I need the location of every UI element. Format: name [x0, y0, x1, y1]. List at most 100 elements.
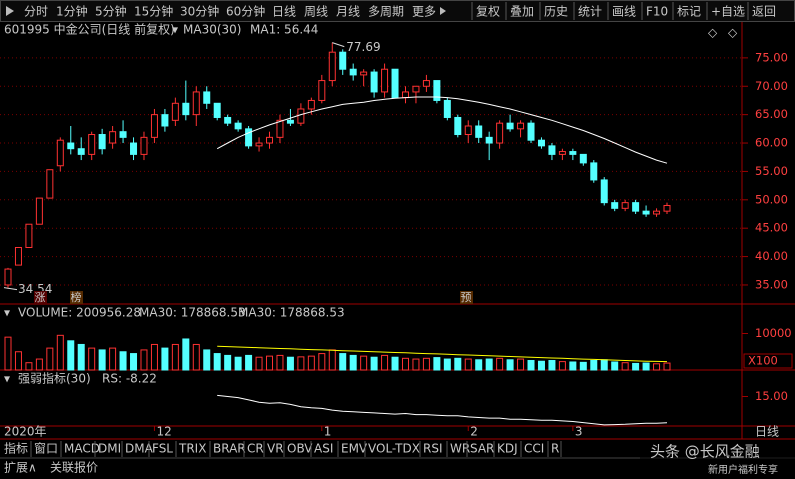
- volume-bar: [496, 357, 504, 371]
- low-pointer: [3, 287, 18, 291]
- indicator-tab[interactable]: FSL: [152, 442, 173, 456]
- volume-bar: [161, 347, 169, 371]
- toggle-icon[interactable]: ▾: [4, 306, 10, 320]
- y-tick-label: 55.00: [755, 164, 788, 178]
- indicator-tab[interactable]: 指标: [4, 441, 28, 456]
- volume-bar: [286, 356, 294, 371]
- toolbar-button[interactable]: 分时: [24, 5, 48, 19]
- window-icon[interactable]: ◇: [728, 26, 738, 40]
- indicator-tab[interactable]: EMV: [341, 442, 368, 456]
- indicator-tab[interactable]: OBV: [287, 442, 313, 456]
- toolbar-button[interactable]: 日线: [272, 5, 296, 19]
- candle-body: [213, 102, 221, 118]
- toolbar-button[interactable]: 月线: [336, 5, 360, 19]
- toolbar-button[interactable]: 历史: [544, 5, 568, 19]
- event-marker[interactable]: 涨: [35, 291, 46, 304]
- volume-bar: [67, 340, 75, 371]
- volume-bar: [558, 361, 566, 371]
- watermark: 头条 @长风金融: [650, 443, 760, 461]
- toolbar-button[interactable]: 叠加: [510, 5, 534, 19]
- toggle-icon[interactable]: ▾: [4, 372, 10, 386]
- indicator-tab[interactable]: VR: [267, 442, 284, 456]
- candle-body: [485, 136, 493, 144]
- indicator-tab[interactable]: SAR: [470, 442, 494, 456]
- candle-body: [140, 136, 148, 155]
- volume-bar: [56, 334, 64, 371]
- candle-body: [286, 119, 294, 124]
- volume-bar: [339, 353, 347, 371]
- candle-body: [245, 128, 253, 147]
- menu-icon[interactable]: [6, 6, 14, 16]
- volume-bar: [234, 356, 242, 371]
- candle-body: [130, 142, 138, 155]
- bottom-tab[interactable]: 扩展∧: [4, 461, 37, 475]
- volume-bar: [360, 355, 368, 371]
- indicator-tab[interactable]: DMA: [125, 442, 154, 456]
- toolbar-button[interactable]: 标记: [677, 5, 701, 19]
- candle-body: [517, 122, 525, 130]
- indicator-tab[interactable]: KDJ: [497, 442, 518, 456]
- indicator-tab[interactable]: TRIX: [178, 442, 206, 456]
- y-tick-label: 15.00: [755, 389, 788, 403]
- candle-body: [600, 179, 608, 204]
- bottom-tab[interactable]: 关联报价: [50, 460, 98, 475]
- indicator-tab[interactable]: R: [551, 442, 559, 456]
- volume-bar: [569, 361, 577, 371]
- y-tick-label: 45.00: [755, 221, 788, 235]
- event-marker[interactable]: 预: [461, 291, 472, 304]
- high-pointer: [332, 42, 345, 48]
- indicator-tab[interactable]: CR: [247, 442, 264, 456]
- candle-body: [370, 71, 378, 93]
- toolbar-button[interactable]: 返回: [752, 5, 776, 19]
- chart-title: 强弱指标(30): [18, 371, 91, 386]
- indicator-tab[interactable]: ASI: [314, 442, 333, 456]
- volume-bar: [25, 362, 33, 371]
- axis-unit: X100: [748, 354, 778, 368]
- candle-body: [46, 169, 54, 199]
- chart-title: 601995 中金公司(日线 前复权): [4, 22, 175, 37]
- volume-bar: [4, 336, 12, 371]
- candle-body: [642, 210, 650, 215]
- indicator-label: MA30(30): [183, 23, 241, 37]
- toolbar-button[interactable]: 1分钟: [56, 4, 88, 19]
- indicator-tab[interactable]: RSI: [423, 442, 443, 456]
- toolbar-button[interactable]: F10: [646, 5, 668, 19]
- volume-bar: [537, 360, 545, 371]
- toolbar-button[interactable]: 15分钟: [134, 4, 173, 19]
- volume-bar: [611, 361, 619, 371]
- toolbar-button[interactable]: 统计: [578, 5, 602, 19]
- y-tick-label: 40.00: [755, 249, 788, 263]
- indicator-tab[interactable]: VOL-TDX: [368, 442, 420, 456]
- candle-body: [496, 122, 504, 144]
- toolbar-button[interactable]: 60分钟: [226, 4, 265, 19]
- volume-bar: [632, 362, 640, 371]
- volume-bar: [213, 353, 221, 371]
- candle-body: [328, 51, 336, 82]
- toolbar-button[interactable]: 多周期: [368, 5, 404, 19]
- event-marker[interactable]: 榜: [71, 290, 82, 304]
- chart-title: VOLUME: 200956.28: [18, 306, 141, 320]
- y-tick-label: 35.00: [755, 277, 788, 291]
- indicator-tab[interactable]: 窗口: [34, 442, 58, 456]
- indicator-tab[interactable]: BRAR: [213, 442, 246, 456]
- candle-body: [558, 151, 566, 155]
- window-icon[interactable]: ◇: [708, 26, 718, 40]
- candle-body: [339, 51, 347, 70]
- indicator-line: [217, 394, 668, 426]
- toggle-icon[interactable]: ▾: [172, 23, 178, 37]
- toolbar-button[interactable]: 5分钟: [95, 4, 127, 19]
- indicator-tab[interactable]: WR: [450, 442, 470, 456]
- toolbar-button[interactable]: +自选: [711, 5, 745, 19]
- toolbar-button[interactable]: 画线: [612, 5, 636, 19]
- toolbar-button[interactable]: 30分钟: [180, 4, 219, 19]
- toolbar-button[interactable]: 更多: [412, 5, 436, 19]
- volume-bar: [203, 349, 211, 371]
- indicator-tab[interactable]: CCI: [524, 442, 544, 456]
- period-label: 日线: [755, 425, 779, 439]
- volume-bar: [266, 355, 274, 371]
- toolbar-button[interactable]: 复权: [476, 5, 500, 19]
- indicator-tab[interactable]: MACD: [64, 442, 100, 456]
- toolbar-button[interactable]: 周线: [304, 5, 328, 19]
- indicator-tab[interactable]: DMI: [98, 442, 121, 456]
- event-marker-bg: [460, 291, 473, 304]
